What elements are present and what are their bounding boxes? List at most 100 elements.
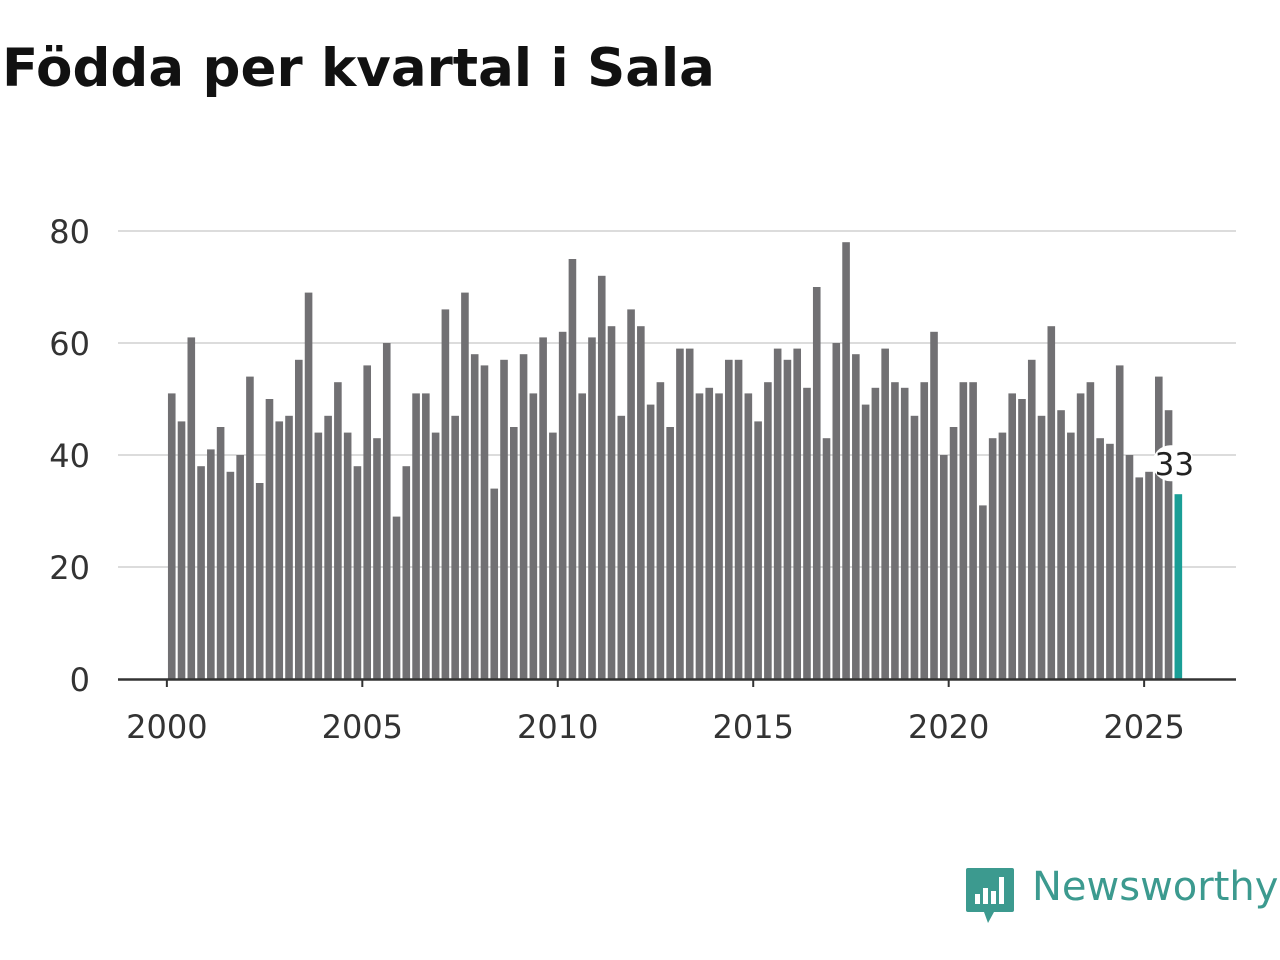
bar: [519, 354, 528, 679]
bar: [793, 348, 802, 679]
bar: [314, 432, 323, 679]
bar: [812, 287, 821, 679]
bar: [685, 348, 694, 679]
bar: [197, 466, 205, 679]
bar: [255, 483, 264, 679]
chart-title: Födda per kvartal i Sala: [2, 38, 715, 99]
bar: [900, 387, 909, 679]
bar: [451, 415, 459, 679]
bar: [656, 382, 665, 679]
bar: [646, 404, 655, 679]
bar: [1037, 415, 1046, 679]
y-axis: 0 20 40 60 80: [49, 213, 90, 699]
bar: [871, 387, 880, 679]
bar: [1076, 393, 1085, 679]
bar: [1096, 438, 1104, 679]
bar: [412, 393, 420, 679]
bar: [304, 292, 313, 679]
bar: [275, 421, 284, 679]
bar: [597, 275, 606, 679]
bar: [236, 455, 244, 679]
bar: [1057, 410, 1065, 679]
bar: [617, 415, 626, 679]
bar: [480, 365, 489, 679]
bar: [246, 376, 254, 679]
bar: [1047, 326, 1056, 679]
brand-name: Newsworthy: [1032, 864, 1279, 910]
bar: [509, 427, 518, 679]
bar: [754, 421, 762, 679]
value-label-bg: [1152, 445, 1195, 482]
y-tick-label: 80: [49, 213, 90, 251]
y-tick-label: 0: [70, 661, 90, 699]
bar: [1008, 393, 1017, 679]
bar: [930, 331, 938, 679]
value-label: 33: [1155, 447, 1194, 483]
bar: [392, 516, 401, 679]
bar: [734, 359, 743, 679]
annotations: 33: [1152, 445, 1195, 483]
bar: [910, 415, 919, 679]
bar: [558, 331, 567, 679]
bar: [470, 354, 479, 679]
bar: [939, 455, 948, 679]
bar: [431, 432, 440, 679]
bar: [988, 438, 997, 679]
bar: [1164, 410, 1173, 679]
x-axis: 2000 2005 2010 2015 2020 2025: [118, 678, 1236, 746]
bar: [744, 393, 753, 679]
bar: [578, 393, 587, 679]
bar: [226, 471, 235, 679]
bar: [959, 382, 968, 679]
bar: [461, 292, 469, 679]
x-tick-label: 2010: [517, 708, 598, 746]
bar: [187, 337, 196, 679]
bar: [1027, 359, 1036, 679]
bar: [979, 505, 987, 679]
x-tick-label: 2015: [713, 708, 794, 746]
bar: [167, 393, 176, 679]
bar: [773, 348, 782, 679]
bar: [724, 359, 733, 679]
x-tick-label: 2020: [908, 708, 989, 746]
bar: [881, 348, 889, 679]
bar: [998, 432, 1007, 679]
bar: [1115, 365, 1124, 679]
bar: [783, 359, 792, 679]
bar: [285, 415, 293, 679]
bar: [207, 449, 215, 679]
bar: [324, 415, 332, 679]
bar: [842, 242, 850, 679]
y-tick-label: 60: [49, 325, 90, 363]
bar: [637, 326, 645, 679]
bar: [1018, 399, 1026, 679]
bar: [1135, 477, 1144, 679]
bar: [891, 382, 899, 679]
bar: [363, 365, 372, 679]
bar: [402, 466, 411, 679]
bar: [353, 466, 362, 679]
bar: [1106, 443, 1114, 679]
bar: [861, 404, 870, 679]
bar: [500, 359, 508, 679]
bar: [1067, 432, 1075, 679]
bar: [1086, 382, 1095, 679]
bar: [441, 309, 450, 679]
bar: [764, 382, 772, 679]
bar: [715, 393, 723, 679]
bar: [803, 387, 811, 679]
bar-highlight: [1174, 494, 1183, 679]
bar: [1154, 376, 1163, 679]
bar: [294, 359, 303, 679]
bar-chart: 0 20 40 60 80 2000 2005 2010 2015 2020 2025 33: [49, 213, 1236, 746]
bar: [1145, 471, 1153, 679]
bar: [676, 348, 684, 679]
bar: [695, 393, 704, 679]
bar: [422, 393, 430, 679]
bar: [920, 382, 929, 679]
bar: [373, 438, 381, 679]
bar: [1125, 455, 1134, 679]
bar: [666, 427, 674, 679]
bar: [490, 488, 499, 679]
